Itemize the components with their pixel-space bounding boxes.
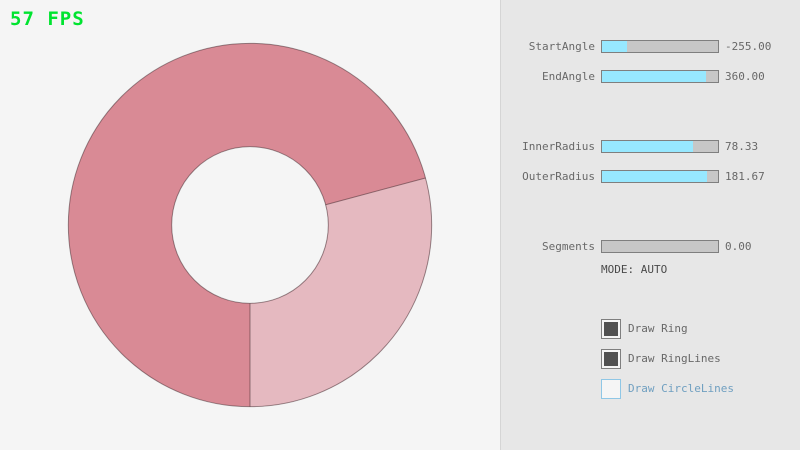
slider-row-innerradius: InnerRadius 78.33 — [501, 140, 800, 153]
fps-counter: 57 FPS — [10, 8, 85, 30]
slider-endangle[interactable] — [601, 70, 719, 83]
checkmark — [604, 382, 618, 396]
slider-value-segments: 0.00 — [725, 240, 752, 253]
checkbox-label-draw-ring: Draw Ring — [628, 322, 688, 335]
slider-fill — [602, 141, 693, 152]
slider-label-innerradius: InnerRadius — [522, 140, 595, 153]
slider-label-startangle: StartAngle — [528, 40, 595, 53]
mode-label: MODE: AUTO — [601, 263, 668, 276]
slider-value-endangle: 360.00 — [725, 70, 765, 83]
slider-startangle[interactable] — [601, 40, 719, 53]
slider-row-startangle: StartAngle -255.00 — [501, 40, 800, 53]
slider-label-endangle: EndAngle — [542, 70, 595, 83]
checkmark — [604, 352, 618, 366]
checkbox-box-draw-ringlines[interactable] — [601, 349, 621, 369]
checkbox-box-draw-ring[interactable] — [601, 319, 621, 339]
slider-segments[interactable] — [601, 240, 719, 253]
slider-innerradius[interactable] — [601, 140, 719, 153]
slider-fill — [602, 171, 708, 182]
checkbox-draw-ring[interactable]: Draw Ring — [601, 319, 800, 339]
checkbox-label-draw-ringlines: Draw RingLines — [628, 352, 721, 365]
slider-outerradius[interactable] — [601, 170, 719, 183]
checkbox-box-draw-circlelines[interactable] — [601, 379, 621, 399]
slider-value-outerradius: 181.67 — [725, 170, 765, 183]
slider-row-segments: Segments 0.00 — [501, 240, 800, 253]
slider-label-segments: Segments — [542, 240, 595, 253]
slider-label-outerradius: OuterRadius — [522, 170, 595, 183]
checkbox-draw-ringlines[interactable]: Draw RingLines — [601, 349, 800, 369]
checkbox-label-draw-circlelines: Draw CircleLines — [628, 382, 734, 395]
checkmark — [604, 322, 618, 336]
slider-fill — [602, 41, 628, 52]
checkbox-draw-circlelines[interactable]: Draw CircleLines — [601, 379, 800, 399]
slider-row-endangle: EndAngle 360.00 — [501, 70, 800, 83]
slider-value-startangle: -255.00 — [725, 40, 772, 53]
controls-panel: StartAngle -255.00 EndAngle 360.00 Inner… — [500, 0, 800, 450]
slider-row-outerradius: OuterRadius 181.67 — [501, 170, 800, 183]
slider-value-innerradius: 78.33 — [725, 140, 759, 153]
slider-fill — [602, 71, 707, 82]
ring-chart — [67, 42, 433, 408]
